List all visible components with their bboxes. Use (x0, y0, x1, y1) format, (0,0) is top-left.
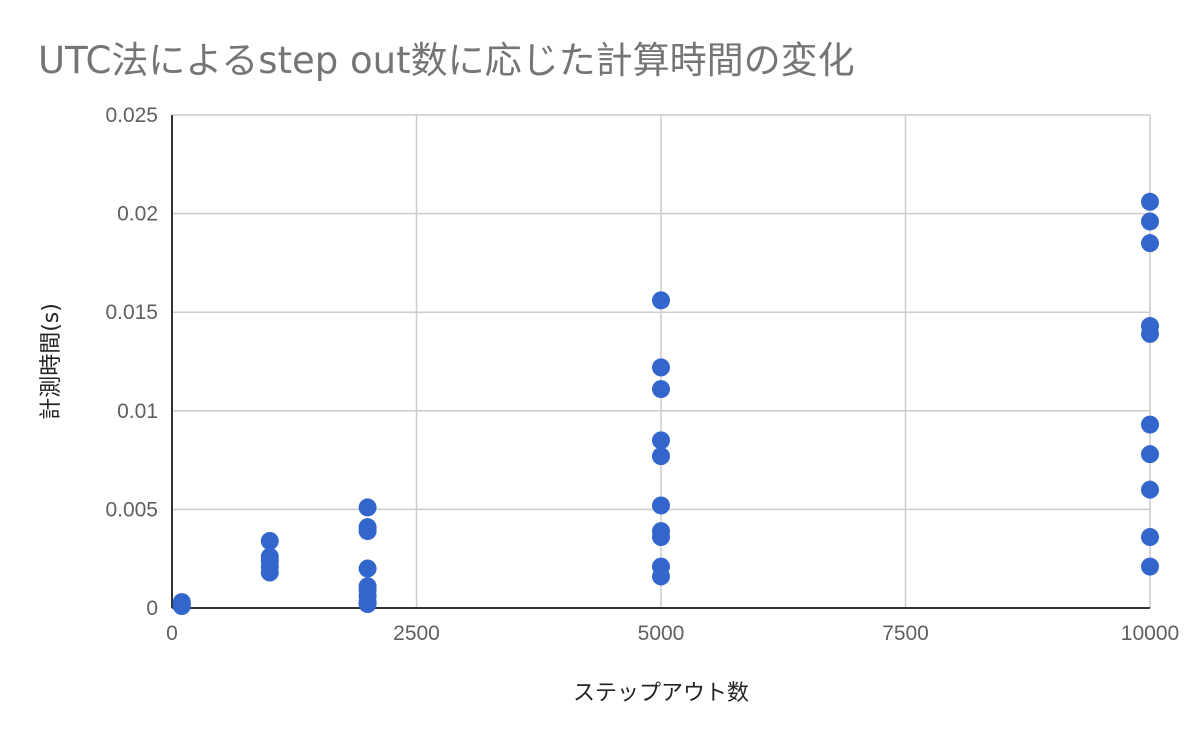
data-point (260, 563, 279, 582)
data-point (652, 528, 670, 547)
data-point (358, 498, 377, 517)
data-points (172, 192, 1159, 616)
x-gridlines (415, 115, 1151, 608)
data-point (1141, 557, 1159, 576)
data-point (652, 380, 670, 399)
data-point (1141, 192, 1159, 211)
data-point (652, 431, 670, 450)
y-tick-label: 0.02 (117, 203, 158, 226)
data-point (358, 522, 377, 541)
y-tick-label: 0.005 (105, 498, 158, 521)
x-tick-label: 10000 (1121, 622, 1179, 645)
y-tick-label: 0 (146, 597, 158, 620)
data-point (358, 559, 377, 578)
data-point (1141, 445, 1159, 464)
x-axis-title: ステップアウト数 (573, 681, 749, 706)
y-tick-label: 0.025 (105, 104, 158, 127)
data-point (172, 597, 191, 616)
data-point (1141, 212, 1159, 231)
x-tick-labels: 0 2500 5000 7500 10000 (166, 622, 1179, 645)
data-point (1141, 480, 1159, 499)
data-point (1141, 324, 1159, 343)
y-axis-title: 計測時間(s) (39, 303, 64, 420)
data-point (652, 496, 670, 515)
data-point (260, 531, 279, 550)
x-tick-label: 7500 (882, 622, 929, 645)
x-tick-label: 0 (166, 622, 178, 645)
y-tick-label: 0.01 (117, 400, 158, 423)
data-point (1141, 528, 1159, 547)
x-tick-label: 5000 (638, 622, 685, 645)
y-gridlines (172, 114, 1150, 511)
data-point (652, 358, 670, 377)
data-point (1141, 234, 1159, 253)
data-point (652, 447, 670, 466)
data-point (652, 567, 670, 586)
y-tick-label: 0.015 (105, 301, 158, 324)
data-point (358, 595, 377, 614)
data-point (1141, 415, 1159, 434)
chart-title: UTC法によるstep out数に応じた計算時間の変化 (38, 39, 855, 82)
data-point (652, 291, 670, 310)
y-tick-labels: 0 0.005 0.01 0.015 0.02 0.025 (105, 104, 158, 620)
x-tick-label: 2500 (393, 622, 440, 645)
